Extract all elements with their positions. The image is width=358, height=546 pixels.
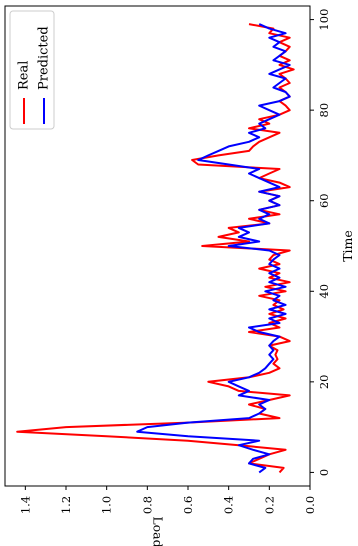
legend: Real Predicted [9,10,55,130]
x-axis-label: Time [340,230,355,262]
legend-label-real: Real [17,61,32,90]
x-axis-ticks: 0 20 40 60 80 100 [310,9,331,476]
x-tick-label: 20 [317,375,331,390]
x-tick-label: 0 [317,469,331,476]
x-tick-label: 80 [317,103,331,118]
y-tick-label: 0.4 [222,496,236,514]
y-tick-label: 1.0 [100,496,114,514]
y-tick-label: 0.8 [140,496,154,514]
y-tick-label: 0.6 [181,496,195,514]
y-axis-label: Load [151,516,166,546]
series-lines [16,23,295,474]
series-line-predicted [136,23,291,474]
x-tick-label: 40 [317,284,331,299]
y-tick-label: 1.4 [18,496,32,514]
plot-frame [4,5,311,487]
x-tick-label: 60 [317,193,331,208]
y-axis-ticks: 0.0 0.2 0.4 0.6 0.8 1.0 1.2 1.4 [18,486,317,514]
y-tick-label: 0.0 [303,496,317,514]
x-tick-label: 100 [317,9,331,31]
y-tick-label: 1.2 [59,496,73,514]
y-tick-label: 0.2 [262,496,276,514]
legend-label-predicted: Predicted [37,26,52,90]
